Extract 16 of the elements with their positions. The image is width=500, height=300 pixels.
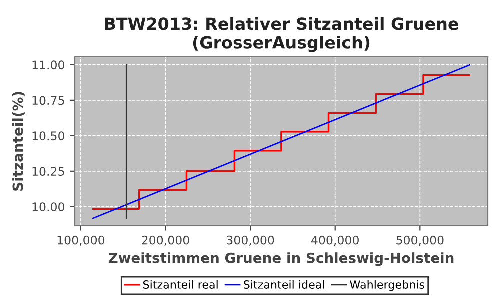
legend-label: Sitzanteil ideal bbox=[244, 280, 324, 289]
legend-label: Wahlergebnis bbox=[350, 280, 424, 292]
y-tick-label: 10.75 bbox=[32, 96, 64, 106]
x-tick-label: 300,000 bbox=[227, 236, 274, 246]
x-tick-label: 100,000 bbox=[58, 236, 105, 246]
x-tick-label: 500,000 bbox=[396, 236, 444, 246]
chart-title: BTW2013: Relativer Sitzanteil Gruene (GrosserAusgleich) bbox=[105, 17, 458, 52]
x-axis-title: Zweitstimmen Gruene in Schleswig-Holstein bbox=[108, 252, 454, 266]
y-axis-title: Sitzanteil(%) bbox=[12, 92, 25, 191]
x-tick-label: 200,000 bbox=[142, 236, 190, 246]
x-tick-label: 400,000 bbox=[312, 236, 359, 246]
y-tick-label: 10.25 bbox=[32, 167, 64, 176]
y-tick-label: 11.00 bbox=[32, 60, 64, 70]
y-tick-label: 10.50 bbox=[32, 132, 64, 141]
legend-label: Sitzanteil real bbox=[143, 280, 218, 289]
y-tick-label: 10.00 bbox=[32, 202, 64, 212]
